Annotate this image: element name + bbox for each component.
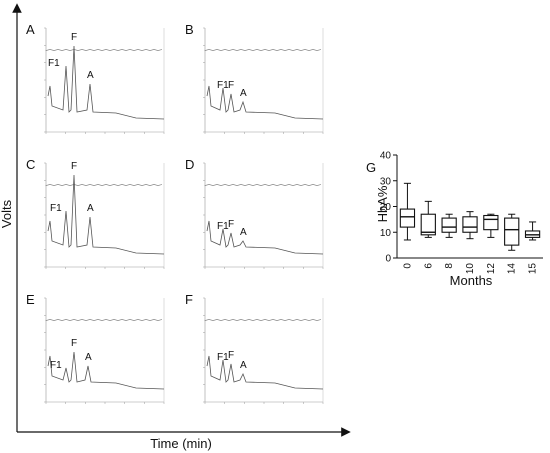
boxplot-axes: 0 10 20 30 40 — [380, 151, 543, 265]
box-15: 15 — [524, 221, 541, 275]
panel-reference-trace — [45, 49, 163, 52]
box-iqr — [441, 217, 457, 233]
boxplot-x-tick-label: 10 — [465, 263, 476, 275]
panel-letter-e: E — [26, 292, 35, 307]
time-axis-title: Time (min) — [150, 436, 212, 451]
boxplot-y-tick-label: 30 — [380, 176, 392, 187]
box-iqr — [504, 217, 520, 246]
box-0: 0 — [399, 182, 416, 269]
panel-chromatogram-trace — [206, 85, 324, 120]
panel-letter-d: D — [185, 157, 194, 172]
chromatogram-panel-f: FF1 FA — [185, 292, 324, 404]
panel-reference-trace — [204, 184, 322, 187]
boxplot-x-tick-label: 0 — [402, 263, 413, 269]
boxplot-boxes: 0 6 8 10 12 14 15 — [399, 182, 541, 275]
peak-label-f1: F1 — [48, 58, 60, 69]
panel-letter-c: C — [26, 157, 35, 172]
peak-label-f1: F1 — [217, 80, 229, 91]
box-iqr — [462, 216, 478, 233]
box-8: 8 — [441, 213, 457, 269]
boxplot-y-tick-label: 10 — [380, 228, 392, 239]
boxplot-x-axis-title: Months — [450, 273, 493, 288]
peak-label-f1: F1 — [50, 203, 62, 214]
boxplot-y-tick-label: 0 — [385, 254, 391, 265]
peak-label-f: F — [71, 32, 77, 43]
chromatogram-panel-b: B F1 FA — [185, 22, 324, 134]
boxplot-x-tick-label: 14 — [507, 263, 518, 275]
panel-chromatogram-trace — [206, 355, 324, 390]
chromatogram-panel-a: A F1 F A — [26, 22, 165, 134]
panel-chromatogram-trace — [206, 220, 324, 255]
boxplot-panel-g: G HbA% Months 0 10 20 30 40 0 6 8 10 12 14 15 — [366, 151, 543, 288]
peak-label-f: F — [228, 80, 234, 91]
peak-label-f: F — [71, 338, 77, 349]
panel-letter-b: B — [185, 22, 194, 37]
panel-chromatogram-trace — [47, 174, 165, 255]
peak-label-a: A — [85, 352, 92, 363]
boxplot-x-tick-label: 15 — [528, 263, 539, 275]
box-6: 6 — [420, 200, 436, 269]
peak-label-a: A — [240, 227, 247, 238]
panel-reference-trace — [204, 49, 322, 52]
box-iqr — [399, 208, 416, 228]
peak-label-f1: F1 — [50, 360, 62, 371]
peak-label-f: F — [228, 350, 234, 361]
boxplot-x-tick-label: 8 — [444, 263, 455, 269]
boxplot-y-tick-label: 40 — [380, 151, 392, 162]
peak-label-a: A — [240, 360, 247, 371]
panel-chromatogram-trace — [47, 351, 165, 390]
boxplot-x-tick-label: 6 — [423, 263, 434, 269]
chromatogram-panel-d: D F1 FA — [185, 157, 324, 269]
boxplot-y-tick-label: 20 — [380, 202, 392, 213]
panel-reference-trace — [45, 319, 163, 322]
box-10: 10 — [462, 211, 478, 275]
peak-label-f1: F1 — [217, 221, 229, 232]
peak-label-a: A — [240, 88, 247, 99]
panel-reference-trace — [204, 319, 322, 322]
boxplot-x-tick-label: 12 — [486, 263, 497, 275]
boxplot-y-axis-title: HbA% — [375, 185, 390, 222]
box-12: 12 — [483, 213, 499, 275]
chromatogram-panel-e: E F1 FA — [26, 292, 165, 404]
box-iqr — [483, 214, 499, 231]
peak-label-f: F — [228, 219, 234, 230]
volts-axis-title: Volts — [0, 199, 14, 228]
panel-reference-trace — [45, 184, 163, 187]
peak-label-f1: F1 — [217, 352, 229, 363]
chromatogram-panel-c: C F1 F A — [26, 157, 165, 269]
panel-letter-f: F — [185, 292, 193, 307]
box-14: 14 — [504, 213, 520, 275]
peak-label-a: A — [87, 203, 94, 214]
peak-label-a: A — [87, 70, 94, 81]
box-iqr — [420, 213, 436, 236]
peak-label-f: F — [71, 161, 77, 172]
panel-chromatogram-trace — [47, 45, 165, 120]
panel-letter-g: G — [366, 160, 376, 175]
panel-letter-a: A — [26, 22, 35, 37]
